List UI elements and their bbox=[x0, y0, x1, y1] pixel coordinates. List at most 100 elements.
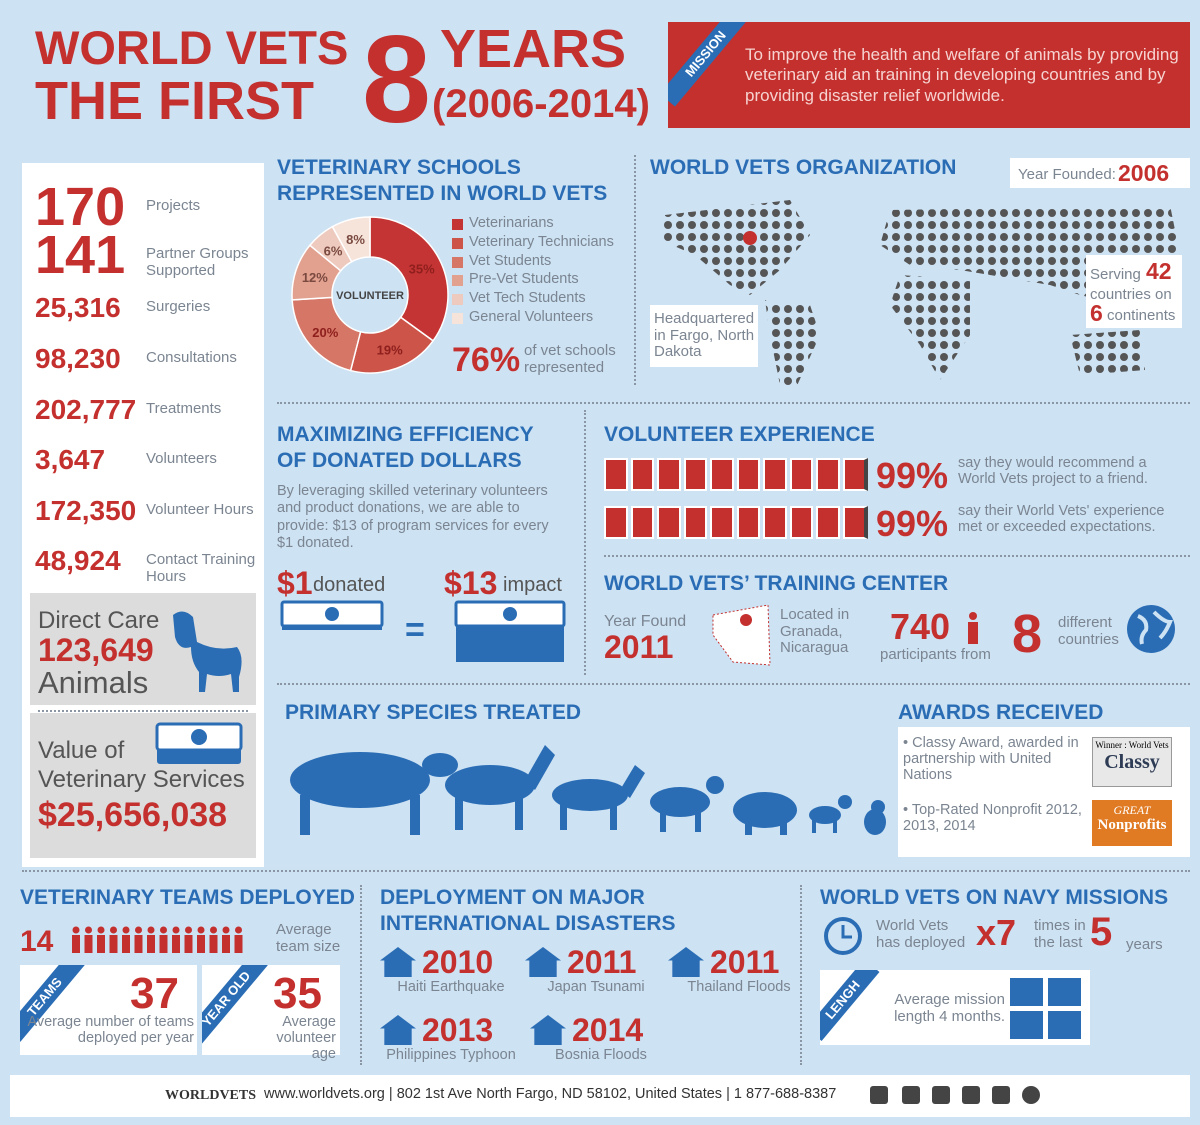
bar-segment bbox=[763, 506, 787, 539]
person bbox=[147, 935, 155, 953]
donut-segment bbox=[331, 216, 371, 263]
donut-label: 6% bbox=[324, 243, 343, 258]
award-text: Classy Award, awarded in partnership wit… bbox=[903, 735, 1079, 783]
social-icons bbox=[870, 1086, 1040, 1106]
schools-stat-value: 76% bbox=[452, 341, 521, 379]
stat-label: Projects bbox=[146, 197, 201, 214]
length-tag: LENGH bbox=[820, 970, 880, 1042]
bar-segment bbox=[710, 506, 734, 539]
social-icon[interactable] bbox=[1022, 1086, 1040, 1104]
stat-label: Consultations bbox=[146, 349, 237, 366]
person bbox=[235, 926, 242, 934]
badge-text: Classy bbox=[1104, 750, 1160, 773]
bar-segment bbox=[763, 458, 787, 491]
person bbox=[72, 926, 80, 934]
footer-logo: WORLDVETS bbox=[165, 1088, 257, 1103]
disaster-year: 2013 bbox=[422, 1012, 494, 1048]
founded-year: 2006 bbox=[1118, 160, 1170, 186]
award-item: • Classy Award, awarded in partnership w… bbox=[903, 735, 1079, 783]
badge-text: Winner : World Vets bbox=[1095, 740, 1169, 750]
mission-box: MISSION bbox=[668, 22, 1190, 128]
section-title: WORLD VETS ORGANIZATION bbox=[650, 156, 957, 179]
stat-label: Partner Groups Supported bbox=[146, 245, 249, 279]
legend-swatch bbox=[452, 294, 463, 306]
social-icon[interactable] bbox=[932, 1086, 950, 1104]
nonprofit-badge: GREAT Nonprofits bbox=[1092, 800, 1172, 846]
training-year: 2011 bbox=[604, 629, 674, 665]
legend-label: General Volunteers bbox=[469, 309, 594, 325]
stat-value: 170 bbox=[35, 177, 126, 237]
teams-text: Average number of teams deployed per yea… bbox=[27, 1014, 194, 1046]
disaster-year: 2010 bbox=[422, 944, 494, 980]
social-icon[interactable] bbox=[992, 1086, 1010, 1104]
clock-icon bbox=[824, 917, 862, 955]
team-size: 14 bbox=[20, 925, 54, 958]
globe-icon bbox=[1127, 605, 1175, 653]
age-text: Average volunteer age bbox=[276, 1014, 336, 1062]
donut-label: 35% bbox=[409, 262, 435, 277]
bar-segment bbox=[657, 506, 681, 539]
legend-label: Vet Tech Students bbox=[469, 290, 586, 307]
donut-label: 12% bbox=[302, 270, 328, 285]
social-icon[interactable] bbox=[902, 1086, 920, 1104]
age-box: YEAR OLD bbox=[202, 965, 340, 1055]
person bbox=[134, 935, 143, 953]
services-value: $25,656,038 bbox=[38, 796, 228, 834]
serving-box bbox=[1086, 255, 1182, 328]
equals: = bbox=[405, 611, 425, 649]
legend-swatch bbox=[452, 313, 463, 324]
legend-swatch bbox=[452, 256, 463, 268]
training-year-label: Year Found bbox=[604, 613, 687, 630]
person bbox=[97, 926, 105, 934]
disaster-icon bbox=[668, 947, 704, 977]
bar-segment bbox=[736, 506, 760, 539]
team-size-text: Average team size bbox=[276, 921, 341, 955]
section-title: VOLUNTEER EXPERIENCE bbox=[604, 423, 875, 446]
disaster-icon bbox=[530, 1015, 566, 1045]
stat-value: 202,777 bbox=[35, 394, 137, 425]
bar-segment bbox=[657, 458, 681, 491]
section-title: WORLD VETS’ TRAINING CENTER bbox=[604, 572, 949, 595]
section-title: MAXIMIZING EFFICIENCY OF DONATED DOLLARS bbox=[277, 423, 534, 473]
founded-label: Year Founded: bbox=[1018, 166, 1116, 183]
donut-label: 20% bbox=[312, 325, 338, 340]
title-range: (2006-2014) bbox=[432, 82, 650, 126]
person bbox=[97, 935, 105, 953]
teams-box: TEAMS bbox=[20, 965, 197, 1055]
bar-segment bbox=[604, 506, 628, 539]
legend-label: Veterinary Technicians bbox=[469, 233, 614, 250]
classy-badge: Winner : World Vets Classy bbox=[1092, 737, 1172, 787]
impact-label: impact bbox=[503, 574, 562, 596]
rating-text: say their World Vets' experience met or … bbox=[958, 503, 1165, 535]
person bbox=[184, 935, 193, 953]
mission-tag: MISSION bbox=[668, 22, 753, 107]
rating-bar bbox=[604, 458, 868, 491]
social-icon[interactable] bbox=[962, 1086, 980, 1104]
legend-swatch bbox=[452, 275, 463, 287]
training-countries: 8 bbox=[1012, 604, 1043, 664]
legend-label: Vet Students bbox=[469, 252, 552, 269]
training-location: Located in Granada, Nicaragua bbox=[780, 606, 850, 656]
countries-label: countries on bbox=[1090, 286, 1172, 303]
social-icon[interactable] bbox=[870, 1086, 888, 1104]
bar-segment bbox=[842, 458, 868, 491]
rating-bar bbox=[604, 506, 868, 539]
services-label: Veterinary Services bbox=[38, 766, 245, 793]
section-title: AWARDS RECEIVED bbox=[898, 701, 1104, 724]
person bbox=[72, 935, 80, 953]
services-label: Value of bbox=[38, 737, 125, 764]
stat-value: 25,316 bbox=[35, 292, 121, 323]
stat-label: Volunteer Hours bbox=[146, 501, 254, 518]
people-icons bbox=[72, 926, 243, 953]
badge-text: GREAT bbox=[1113, 803, 1151, 817]
person bbox=[197, 935, 205, 953]
disaster-name: Haiti Earthquake bbox=[397, 979, 505, 995]
person bbox=[172, 935, 180, 953]
stat-value: 48,924 bbox=[35, 545, 121, 576]
continents-label: continents bbox=[1107, 307, 1176, 324]
legend-label: Pre-Vet Students bbox=[469, 271, 579, 288]
stat-value: 98,230 bbox=[35, 343, 121, 374]
bar-segment bbox=[604, 458, 628, 491]
stat-label: Contact Training Hours bbox=[146, 551, 256, 585]
disaster-icon bbox=[380, 1015, 416, 1045]
